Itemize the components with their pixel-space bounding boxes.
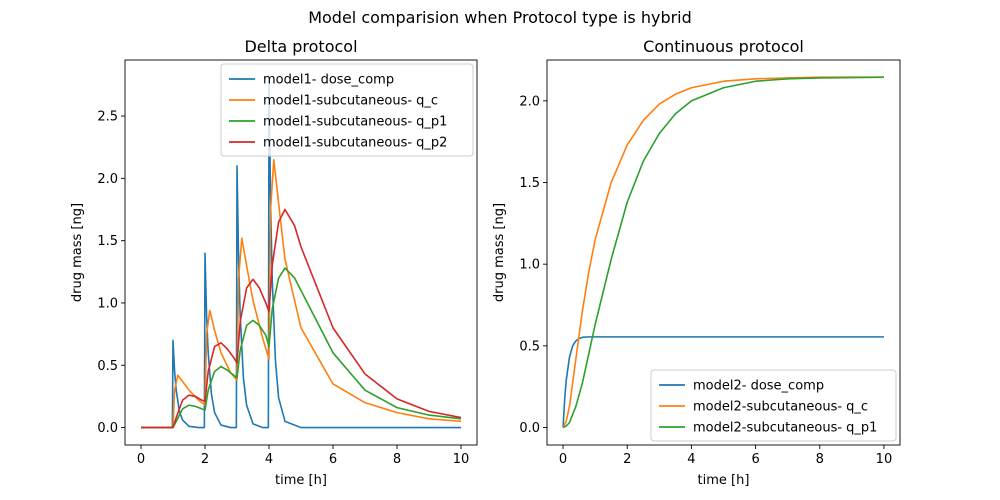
legend-entry-1: model2- dose_comp bbox=[693, 379, 824, 394]
x-axis-label: time [h] bbox=[698, 473, 750, 488]
x-tick-label: 6 bbox=[329, 452, 337, 467]
y-axis-label: drug mass [ng] bbox=[492, 203, 507, 302]
series-line-2 bbox=[562, 76, 884, 428]
x-tick-label: 10 bbox=[453, 452, 470, 467]
legend-entry-3: model2-subcutaneous- q_p1 bbox=[693, 421, 877, 436]
y-axis-label: drug mass [ng] bbox=[70, 203, 85, 302]
y-tick-label: 2.5 bbox=[97, 110, 118, 125]
legend-entry-2: model2-subcutaneous- q_c bbox=[693, 400, 868, 415]
y-tick-label: 1.5 bbox=[519, 176, 540, 191]
series-line-4 bbox=[141, 208, 462, 429]
legend: model1- dose_comp model1-subcutaneous- q_… bbox=[220, 63, 474, 157]
legend: model2- dose_comp model2-subcutaneous- q_… bbox=[650, 369, 897, 442]
legend-entry-1: model1- dose_comp bbox=[263, 73, 394, 88]
legend-box bbox=[650, 369, 897, 442]
y-tick-label: 0.0 bbox=[97, 421, 118, 436]
legend-box bbox=[220, 63, 474, 157]
y-tick-label: 2.0 bbox=[519, 94, 540, 109]
series-line-1 bbox=[562, 336, 884, 428]
legend-entry-3: model1-subcutaneous- q_p1 bbox=[263, 115, 447, 130]
x-tick-label: 10 bbox=[876, 452, 893, 467]
x-tick-label: 0 bbox=[559, 452, 567, 467]
x-tick-label: 2 bbox=[201, 452, 209, 467]
x-tick-label: 4 bbox=[687, 452, 695, 467]
y-tick-label: 0.5 bbox=[519, 339, 540, 354]
y-tick-label: 0.0 bbox=[519, 421, 540, 436]
axes-frame bbox=[124, 59, 478, 446]
x-tick-label: 4 bbox=[265, 452, 273, 467]
y-tick-label: 2.0 bbox=[97, 172, 118, 187]
y-tick-label: 1.0 bbox=[97, 296, 118, 311]
axes-title: Continuous protocol bbox=[643, 37, 804, 56]
legend-entry-2: model1-subcutaneous- q_c bbox=[263, 94, 438, 109]
series-line-2 bbox=[141, 158, 462, 429]
y-tick-label: 1.5 bbox=[97, 234, 118, 249]
axes-2: 0 2 4 6 8 10 0.0 0.5 1.0 1.5 2.0 Continuous protoco… bbox=[492, 37, 901, 488]
x-tick-label: 8 bbox=[816, 452, 824, 467]
y-tick-label: 1.0 bbox=[519, 258, 540, 273]
figure-suptitle: Model comparision when Protocol type is … bbox=[308, 8, 692, 27]
x-tick-label: 2 bbox=[623, 452, 631, 467]
axes-layer: 0 2 4 6 8 10 0.0 0.5 1.0 1.5 2.0 2.5 Delta protocol t… bbox=[70, 37, 901, 488]
axes-frame bbox=[546, 59, 901, 446]
axes-title: Delta protocol bbox=[244, 37, 357, 56]
legend-entry-4: model1-subcutaneous- q_p2 bbox=[263, 136, 447, 151]
series-line-3 bbox=[562, 76, 884, 429]
y-tick-label: 0.5 bbox=[97, 359, 118, 374]
x-tick-label: 6 bbox=[751, 452, 759, 467]
x-axis-label: time [h] bbox=[275, 473, 327, 488]
axes-1: 0 2 4 6 8 10 0.0 0.5 1.0 1.5 2.0 2.5 Delta protocol t… bbox=[70, 37, 478, 488]
series-line-3 bbox=[141, 267, 462, 429]
x-tick-label: 8 bbox=[393, 452, 401, 467]
x-tick-label: 0 bbox=[137, 452, 145, 467]
